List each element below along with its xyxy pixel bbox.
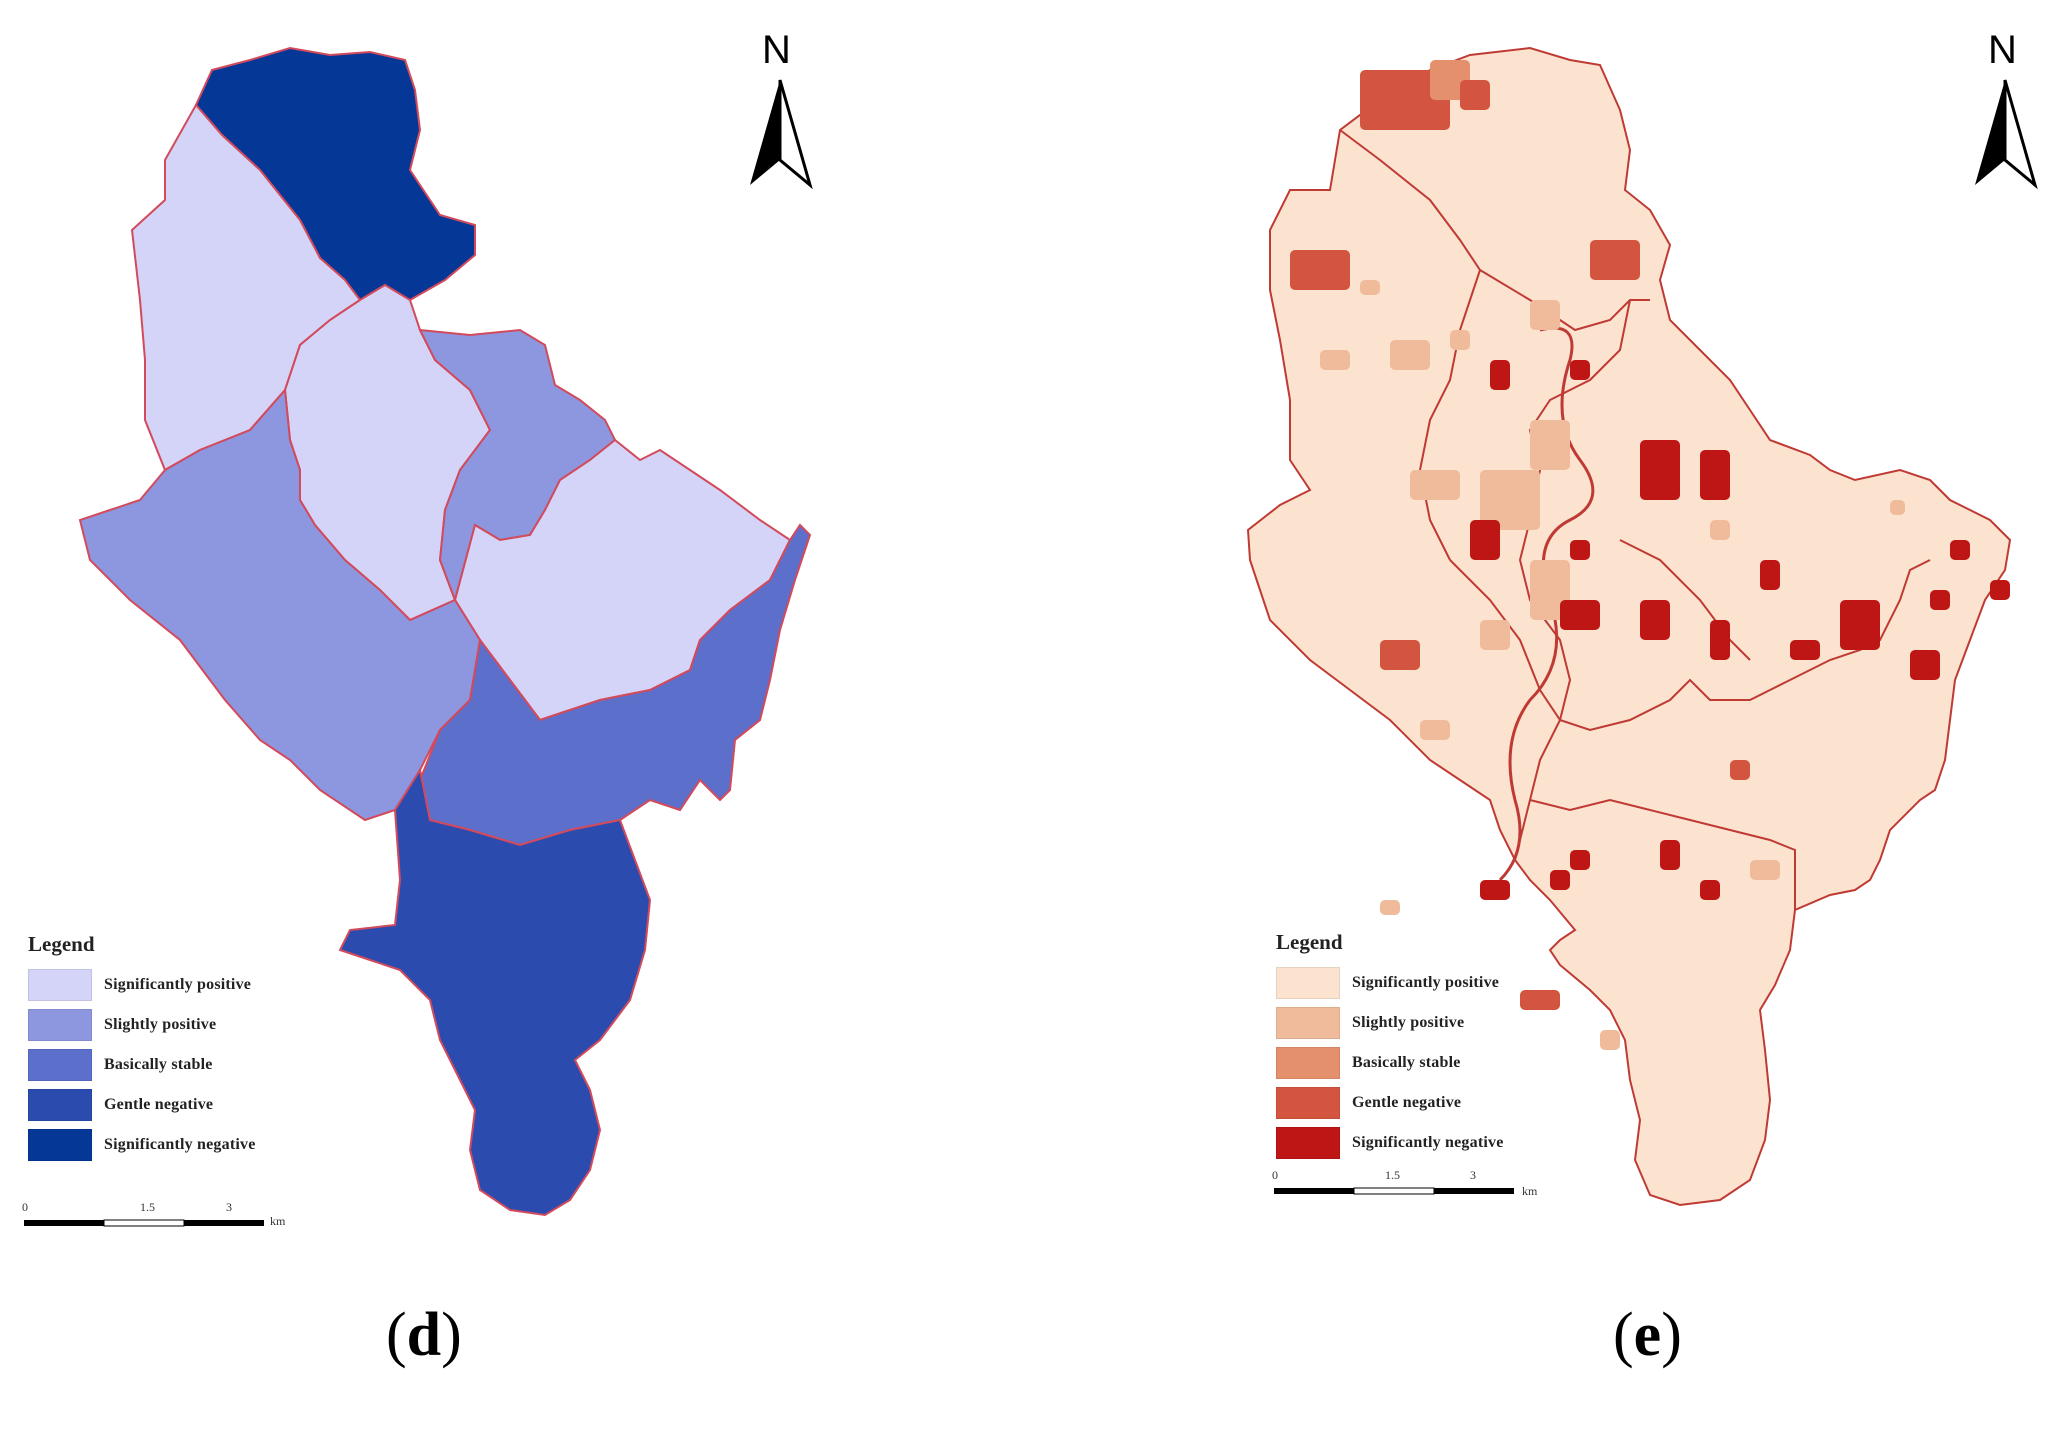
legend-swatch	[28, 1129, 92, 1161]
legend-label: Significantly positive	[104, 976, 252, 993]
legend-item: Basically stable	[28, 1045, 256, 1085]
land-patch	[1930, 590, 1950, 610]
land-patch	[1640, 600, 1670, 640]
land-patch	[1640, 440, 1680, 500]
land-patch	[1700, 450, 1730, 500]
land-patch	[1480, 470, 1540, 530]
legend-label: Significantly positive	[1352, 974, 1500, 991]
scale-tick-0-e: 0	[1272, 1168, 1278, 1182]
land-patch	[1320, 350, 1350, 370]
land-patch	[1730, 760, 1750, 780]
land-patch	[1950, 540, 1970, 560]
north-label-d: N	[762, 28, 791, 72]
land-patch	[1550, 870, 1570, 890]
scale-tick-2-d: 3	[226, 1200, 232, 1214]
region-south-d	[338, 767, 652, 1217]
land-patch	[1380, 900, 1400, 915]
scale-tick-0-d: 0	[22, 1200, 28, 1214]
land-patch	[1590, 240, 1640, 280]
scale-tick-1-d: 1.5	[140, 1200, 155, 1214]
scale-unit-d: km	[270, 1214, 286, 1228]
legend-label: Slightly positive	[104, 1016, 217, 1033]
map-panel-d: N Legend Significantly positive Slightly …	[22, 28, 813, 1369]
legend-item: Slightly positive	[28, 1005, 256, 1045]
land-patch	[1570, 360, 1590, 380]
district-map-d	[78, 46, 812, 1217]
land-patch	[1710, 520, 1730, 540]
map-panel-e: N Legend Significantly positive Slightly …	[1230, 0, 2060, 1432]
panel-label-e: (e)	[1613, 1301, 1682, 1369]
legend-e: Legend Significantly positive Slightly po…	[1276, 930, 1504, 1163]
land-patch	[1990, 580, 2010, 600]
land-patch	[1560, 600, 1600, 630]
legend-item: Basically stable	[1276, 1043, 1504, 1083]
land-patch	[1360, 70, 1450, 130]
legend-swatch	[1276, 1087, 1340, 1119]
legend-title-e: Legend	[1276, 930, 1343, 954]
land-patch	[1480, 620, 1510, 650]
scale-unit-e: km	[1522, 1184, 1538, 1198]
land-patch	[1480, 880, 1510, 900]
legend-title-d: Legend	[28, 932, 95, 956]
legend-d: Legend Significantly positive Slightly po…	[28, 932, 256, 1165]
legend-label: Slightly positive	[1352, 1014, 1465, 1031]
land-patch	[1530, 300, 1560, 330]
land-patch	[1750, 860, 1780, 880]
legend-item: Significantly negative	[1276, 1123, 1504, 1163]
legend-label: Basically stable	[1352, 1054, 1461, 1071]
legend-label: Gentle negative	[1352, 1094, 1462, 1111]
land-patch	[1570, 850, 1590, 870]
scale-tick-2-e: 3	[1470, 1168, 1476, 1182]
land-patch	[1700, 880, 1720, 900]
legend-label: Significantly negative	[1352, 1134, 1504, 1151]
panel-label-d: (d)	[386, 1301, 462, 1369]
legend-swatch	[28, 1009, 92, 1041]
land-patch	[1490, 360, 1510, 390]
land-patch	[1420, 720, 1450, 740]
land-patch	[1660, 840, 1680, 870]
legend-swatch	[1276, 1047, 1340, 1079]
legend-swatch	[1276, 1127, 1340, 1159]
legend-item: Significantly positive	[1276, 963, 1504, 1003]
district-map-e	[1246, 46, 2012, 1207]
land-patch	[1600, 1030, 1620, 1050]
land-patch	[1410, 470, 1460, 500]
land-patch	[1710, 620, 1730, 660]
scale-tick-1-e: 1.5	[1385, 1168, 1400, 1182]
legend-item: Gentle negative	[28, 1085, 256, 1125]
legend-swatch	[28, 969, 92, 1001]
land-patch	[1360, 280, 1380, 295]
legend-item: Gentle negative	[1276, 1083, 1504, 1123]
land-patch	[1520, 990, 1560, 1010]
river-e	[1498, 326, 1595, 882]
land-patch	[1910, 650, 1940, 680]
land-patch	[1460, 80, 1490, 110]
land-patch	[1570, 540, 1590, 560]
legend-label: Gentle negative	[104, 1096, 214, 1113]
land-patch	[1390, 340, 1430, 370]
land-patches-e	[1290, 60, 2010, 1050]
land-patch	[1760, 560, 1780, 590]
legend-swatch	[1276, 1007, 1340, 1039]
legend-item: Slightly positive	[1276, 1003, 1504, 1043]
land-patch	[1890, 500, 1905, 515]
land-patch	[1790, 640, 1820, 660]
legend-item: Significantly negative	[28, 1125, 256, 1165]
legend-label: Basically stable	[104, 1056, 213, 1073]
land-patch	[1840, 600, 1880, 650]
land-patch	[1530, 420, 1570, 470]
legend-item: Significantly positive	[28, 965, 256, 1005]
land-patch	[1380, 640, 1420, 670]
land-patch	[1470, 520, 1500, 560]
land-patch	[1290, 250, 1350, 290]
land-patch	[1450, 330, 1470, 350]
north-label-e: N	[1988, 28, 2017, 72]
legend-swatch	[28, 1049, 92, 1081]
legend-swatch	[1276, 967, 1340, 999]
region-main-e	[1246, 46, 2012, 1207]
legend-label: Significantly negative	[104, 1136, 256, 1153]
legend-swatch	[28, 1089, 92, 1121]
